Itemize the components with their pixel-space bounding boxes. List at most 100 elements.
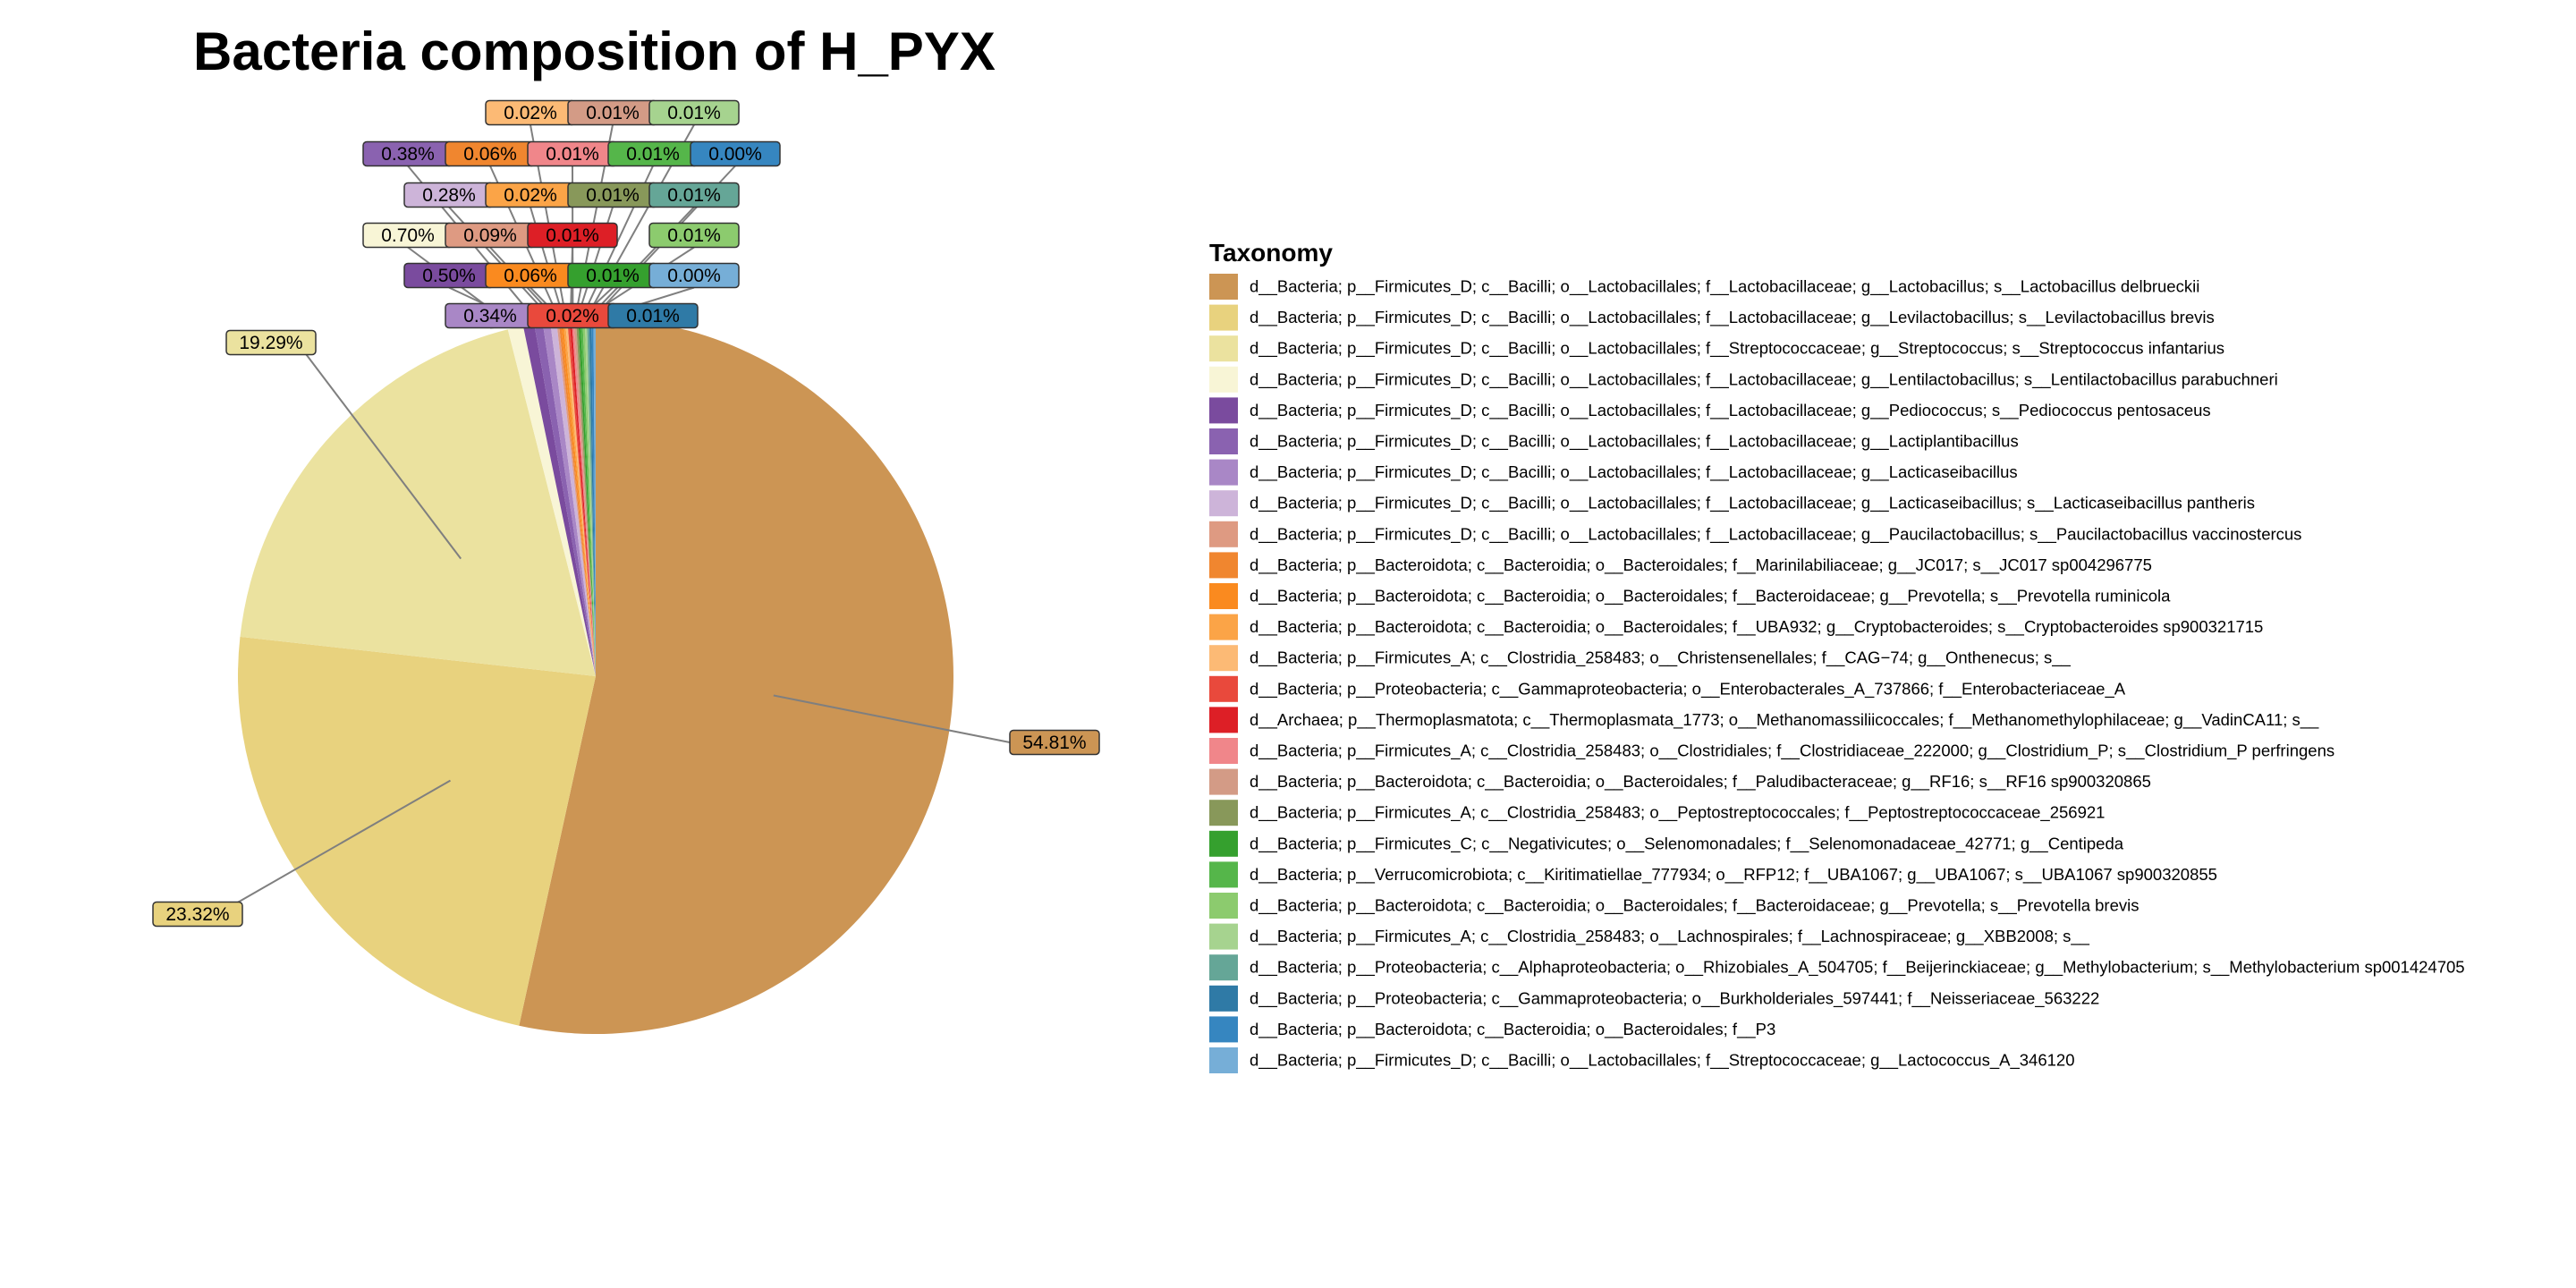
legend-key — [1209, 1016, 1238, 1043]
slice-label: 0.01% — [667, 103, 721, 123]
slice-label: 0.01% — [667, 225, 721, 246]
legend: d__Bacteria; p__Firmicutes_D; c__Bacilli… — [1209, 274, 2465, 1073]
legend-label: d__Bacteria; p__Firmicutes_C; c__Negativ… — [1250, 834, 2124, 853]
legend-label: d__Archaea; p__Thermoplasmatota; c__Ther… — [1250, 710, 2319, 730]
slice-label: 0.38% — [381, 144, 435, 165]
slice-label-box — [1009, 729, 1100, 756]
legend-label: d__Bacteria; p__Firmicutes_A; c__Clostri… — [1250, 803, 2105, 823]
slice-label: 0.02% — [546, 306, 599, 326]
legend-label: d__Bacteria; p__Firmicutes_D; c__Bacilli… — [1250, 308, 2215, 327]
slice-label-box — [648, 222, 740, 249]
pie-slice — [589, 318, 596, 676]
legend-key — [1209, 614, 1238, 640]
slice-label: 23.32% — [165, 904, 229, 925]
legend-key — [1209, 335, 1238, 362]
pie-slice — [519, 318, 953, 1034]
legend-label: d__Bacteria; p__Firmicutes_D; c__Bacilli… — [1250, 369, 2278, 389]
legend-key — [1209, 768, 1238, 795]
legend-key — [1209, 459, 1238, 486]
pie-slice — [563, 319, 596, 676]
legend-key — [1209, 985, 1238, 1012]
slice-label-box — [648, 262, 740, 289]
legend-key — [1209, 583, 1238, 609]
legend-key — [1209, 304, 1238, 331]
legend-key — [1209, 707, 1238, 733]
slice-label: 0.70% — [381, 225, 435, 246]
legend-key — [1209, 675, 1238, 702]
legend-key — [1209, 738, 1238, 764]
slice-label: 0.01% — [546, 225, 599, 246]
legend-key — [1209, 893, 1238, 919]
legend-label: d__Bacteria; p__Firmicutes_D; c__Bacilli… — [1250, 524, 2301, 544]
legend-title: Taxonomy — [1209, 239, 1333, 267]
slice-label: 0.34% — [463, 306, 517, 326]
slice-label: 0.06% — [463, 144, 517, 165]
pie-slice — [578, 318, 596, 676]
slice-label: 0.02% — [504, 103, 557, 123]
pie-slice — [587, 318, 596, 676]
slice-label: 0.01% — [586, 266, 640, 286]
slice-label-box — [152, 901, 243, 928]
slice-label-box — [527, 222, 618, 249]
slice-label: 0.01% — [586, 103, 640, 123]
pie-slice — [556, 320, 596, 676]
legend-label: d__Bacteria; p__Firmicutes_D; c__Bacilli… — [1250, 462, 2018, 482]
pie-slice — [572, 318, 596, 676]
pie-slice — [582, 318, 596, 676]
legend-label: d__Bacteria; p__Verrucomicrobiota; c__Ki… — [1250, 865, 2217, 885]
pie-slice — [573, 318, 596, 676]
leader-line — [234, 779, 451, 905]
legend-key — [1209, 1047, 1238, 1073]
slice-label-box — [225, 329, 317, 356]
slice-label: 0.00% — [708, 144, 762, 165]
pie-slice — [560, 319, 596, 676]
pie-slice — [567, 319, 596, 676]
pie-slice — [542, 321, 596, 676]
legend-key — [1209, 954, 1238, 981]
legend-label: d__Bacteria; p__Firmicutes_D; c__Bacilli… — [1250, 1051, 2074, 1071]
legend-label: d__Bacteria; p__Firmicutes_A; c__Clostri… — [1250, 927, 2090, 946]
legend-label: d__Bacteria; p__Firmicutes_A; c__Clostri… — [1250, 741, 2334, 761]
slice-label: 19.29% — [239, 333, 302, 353]
slice-label-box — [648, 99, 740, 126]
legend-label: d__Bacteria; p__Firmicutes_D; c__Bacilli… — [1250, 494, 2255, 513]
pie-slice — [580, 318, 596, 676]
pie-slice — [522, 323, 596, 676]
legend-label: d__Bacteria; p__Firmicutes_D; c__Bacilli… — [1250, 277, 2199, 297]
legend-key — [1209, 830, 1238, 857]
chart-title: Bacteria composition of H_PYX — [193, 21, 996, 81]
legend-key — [1209, 552, 1238, 579]
slice-label: 0.01% — [667, 185, 721, 206]
pie-slice — [591, 318, 596, 676]
slice-label: 0.01% — [586, 185, 640, 206]
legend-label: d__Bacteria; p__Firmicutes_D; c__Bacilli… — [1250, 401, 2211, 420]
pie-slice — [564, 319, 596, 676]
legend-key — [1209, 645, 1238, 672]
slice-label: 0.01% — [626, 306, 680, 326]
slice-label: 0.50% — [422, 266, 476, 286]
legend-label: d__Bacteria; p__Bacteroidota; c__Bactero… — [1250, 1020, 1775, 1039]
pie-slice — [238, 636, 596, 1026]
legend-label: d__Bacteria; p__Proteobacteria; c__Gamma… — [1250, 988, 2099, 1008]
legend-label: d__Bacteria; p__Bacteroidota; c__Bactero… — [1250, 772, 2151, 792]
legend-key — [1209, 861, 1238, 888]
legend-label: d__Bacteria; p__Bacteroidota; c__Bactero… — [1250, 555, 2152, 575]
slice-label: 54.81% — [1022, 733, 1086, 753]
pie-slice — [550, 320, 596, 676]
pie-slices — [238, 318, 953, 1034]
slice-labels: 54.81% 23.32% 19.29% 0.70% 0.50% 0.38% 0.34% 0.… — [152, 99, 1100, 928]
legend-label: d__Bacteria; p__Firmicutes_D; c__Bacilli… — [1250, 432, 2019, 452]
legend-label: d__Bacteria; p__Bacteroidota; c__Bactero… — [1250, 617, 2263, 637]
legend-key — [1209, 521, 1238, 547]
slice-label-box — [648, 182, 740, 208]
legend-label: d__Bacteria; p__Firmicutes_D; c__Bacilli… — [1250, 339, 2224, 359]
pie-slice — [593, 318, 596, 676]
pie-slice — [534, 322, 596, 676]
slice-label: 0.01% — [626, 144, 680, 165]
pie-slice — [576, 318, 596, 676]
slice-label: 0.09% — [463, 225, 517, 246]
legend-label: d__Bacteria; p__Proteobacteria; c__Alpha… — [1250, 958, 2465, 978]
legend-key — [1209, 800, 1238, 826]
pie-slice — [507, 326, 596, 676]
